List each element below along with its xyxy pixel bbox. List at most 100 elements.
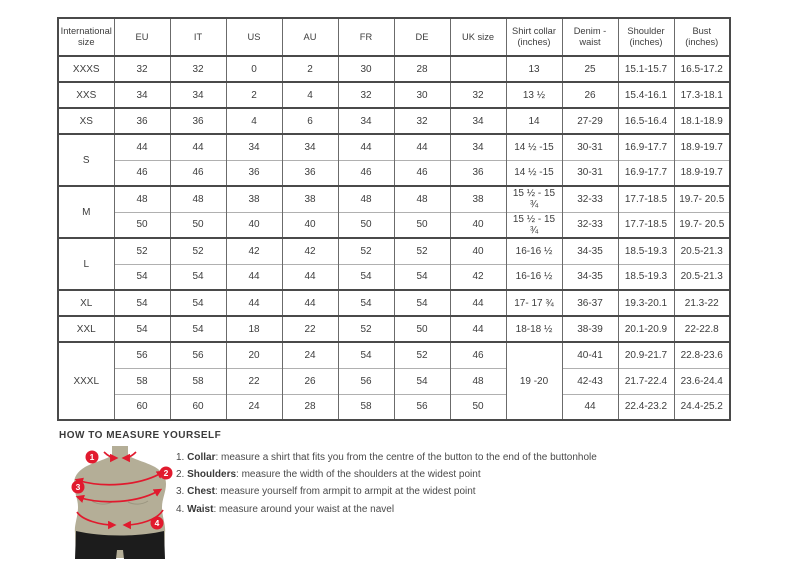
- size-value-cell: 15.1-15.7: [617, 55, 675, 82]
- size-value-cell: 14 ½ -15: [505, 133, 563, 160]
- size-value-cell: 44: [337, 133, 395, 160]
- column-header: AU: [281, 18, 339, 57]
- size-value-cell: 36: [281, 159, 339, 186]
- column-header: Shirt collar (inches): [505, 18, 563, 57]
- size-value-cell: 52: [337, 315, 395, 342]
- size-chart-table: International size EU IT US AU FR DE UK size Shi…: [57, 17, 731, 421]
- size-value-cell: 54: [393, 367, 451, 394]
- size-value-cell: 48: [337, 185, 395, 212]
- size-value-cell: 44: [281, 263, 339, 290]
- size-value-cell: 23.6-24.4: [673, 367, 731, 394]
- size-row-m: M 48 48 38 38 48 48 38 15 ½ - 15 ¾ 32-33 17.7-18.5…: [57, 185, 731, 238]
- size-value-cell: 38: [449, 185, 507, 212]
- size-value-cell: 25: [561, 55, 619, 82]
- size-value-cell: 56: [393, 393, 451, 420]
- svg-text:4: 4: [155, 518, 160, 528]
- size-value-cell: 15 ½ - 15 ¾: [505, 185, 563, 212]
- size-value-cell: 54: [337, 341, 395, 368]
- size-value-cell: 24.4-25.2: [673, 393, 731, 420]
- size-row-m: 50 50 40 40 50 50 40 15 ½ - 15 ¾ 32-33 17.7-18.5 1…: [58, 211, 731, 238]
- size-value-cell: 19.7- 20.5: [673, 211, 731, 238]
- measure-marker-4: 4: [150, 516, 164, 530]
- size-value-cell: 19.7- 20.5: [673, 185, 731, 212]
- size-value-cell: 20.5-21.3: [673, 237, 731, 264]
- size-value-cell: [449, 55, 507, 82]
- measure-instruction-collar: 1. Collar: measure a shirt that fits you…: [176, 452, 597, 463]
- size-value-cell: 32: [169, 55, 227, 82]
- size-value-cell: 0: [225, 55, 283, 82]
- international-size-cell: XL: [57, 289, 115, 316]
- size-value-cell: 34-35: [561, 237, 619, 264]
- size-value-cell: 13: [505, 55, 563, 82]
- size-value-cell: 54: [337, 289, 395, 316]
- size-row-xxxl: 58 58 22 26 56 54 48 42-43 21.7-22.4 23.6-24.4: [58, 367, 731, 394]
- column-header: Shoulder (inches): [617, 18, 675, 57]
- size-value-cell: 42: [449, 263, 507, 290]
- size-row-xxxl: 60 60 24 28 58 56 50 44 22.4-23.2 24.4-25.2: [58, 393, 731, 420]
- size-row-s: S 44 44 34 34 44 44 34 14 ½ -15 30-31 16.9-17.7 18.…: [57, 133, 731, 186]
- size-row-xxxl: XXXL 56 56 20 24 54 52 46 19 -20 40-41 20.9-21.7 22…: [57, 341, 731, 420]
- size-value-cell: 34: [113, 81, 171, 108]
- size-value-cell: 28: [281, 393, 339, 420]
- size-value-cell: 13 ½: [505, 81, 563, 108]
- size-value-cell: 30-31: [561, 159, 619, 186]
- measure-instructions-list: 1. Collar: measure a shirt that fits you…: [176, 449, 736, 518]
- size-value-cell: 44: [449, 289, 507, 316]
- size-value-cell: 17.3-18.1: [673, 81, 731, 108]
- size-value-cell: 60: [113, 393, 171, 420]
- column-header: International size: [57, 18, 115, 57]
- size-row-xl: XL 54 54 44 44 54 54 44 17- 17 ¾ 36-37 19.3-20.1 21…: [57, 289, 731, 316]
- size-value-cell: 34: [449, 133, 507, 160]
- shirt-collar-merged-cell: 19 -20: [505, 341, 563, 420]
- column-header: EU: [113, 18, 171, 57]
- column-header: Bust (inches): [673, 18, 731, 57]
- size-value-cell: 38: [281, 185, 339, 212]
- size-row-s: 46 46 36 36 46 46 36 14 ½ -15 30-31 16.9-17.7 18.9…: [58, 159, 731, 186]
- size-value-cell: 2: [281, 55, 339, 82]
- size-value-cell: 46: [393, 159, 451, 186]
- size-value-cell: 54: [113, 289, 171, 316]
- size-value-cell: 44: [449, 315, 507, 342]
- size-value-cell: 54: [169, 263, 227, 290]
- size-value-cell: 30: [393, 81, 451, 108]
- size-value-cell: 48: [393, 185, 451, 212]
- size-value-cell: 54: [393, 289, 451, 316]
- size-value-cell: 54: [393, 263, 451, 290]
- size-value-cell: 54: [169, 289, 227, 316]
- size-value-cell: 4: [225, 107, 283, 134]
- size-value-cell: 44: [561, 393, 619, 420]
- size-value-cell: 22.8-23.6: [673, 341, 731, 368]
- size-value-cell: 42: [225, 237, 283, 264]
- size-value-cell: 50: [393, 211, 451, 238]
- measure-instruction-chest: 3. Chest: measure yourself from armpit t…: [176, 486, 476, 498]
- column-header: Denim - waist: [561, 18, 619, 57]
- size-value-cell: 52: [393, 341, 451, 368]
- measure-marker-2: 2: [159, 466, 173, 480]
- size-row-l: L 52 52 42 42 52 52 40 16-16 ½ 34-35 18.5-19.3 20.5…: [57, 237, 731, 290]
- column-header: DE: [393, 18, 451, 57]
- size-value-cell: 20.9-21.7: [617, 341, 675, 368]
- size-value-cell: 40: [225, 211, 283, 238]
- size-value-cell: 44: [225, 263, 283, 290]
- size-value-cell: 40: [449, 211, 507, 238]
- size-value-cell: 42-43: [561, 367, 619, 394]
- size-value-cell: 36-37: [561, 289, 619, 316]
- size-value-cell: 36: [449, 159, 507, 186]
- size-value-cell: 36: [169, 107, 227, 134]
- measure-instruction-waist: 4. Waist: measure around your waist at t…: [176, 503, 395, 515]
- size-value-cell: 18.9-19.7: [673, 133, 731, 160]
- size-value-cell: 48: [113, 185, 171, 212]
- size-value-cell: 52: [337, 237, 395, 264]
- size-value-cell: 50: [169, 211, 227, 238]
- how-to-measure-heading: HOW TO MEASURE YOURSELF: [59, 430, 222, 441]
- waist-measure-arc-left: [76, 511, 117, 530]
- size-value-cell: 58: [337, 393, 395, 420]
- size-value-cell: 56: [113, 341, 171, 368]
- size-value-cell: 34: [337, 107, 395, 134]
- size-value-cell: 32-33: [561, 185, 619, 212]
- size-value-cell: 18.9-19.7: [673, 159, 731, 186]
- size-value-cell: 54: [113, 263, 171, 290]
- size-value-cell: 44: [393, 133, 451, 160]
- size-value-cell: 54: [169, 315, 227, 342]
